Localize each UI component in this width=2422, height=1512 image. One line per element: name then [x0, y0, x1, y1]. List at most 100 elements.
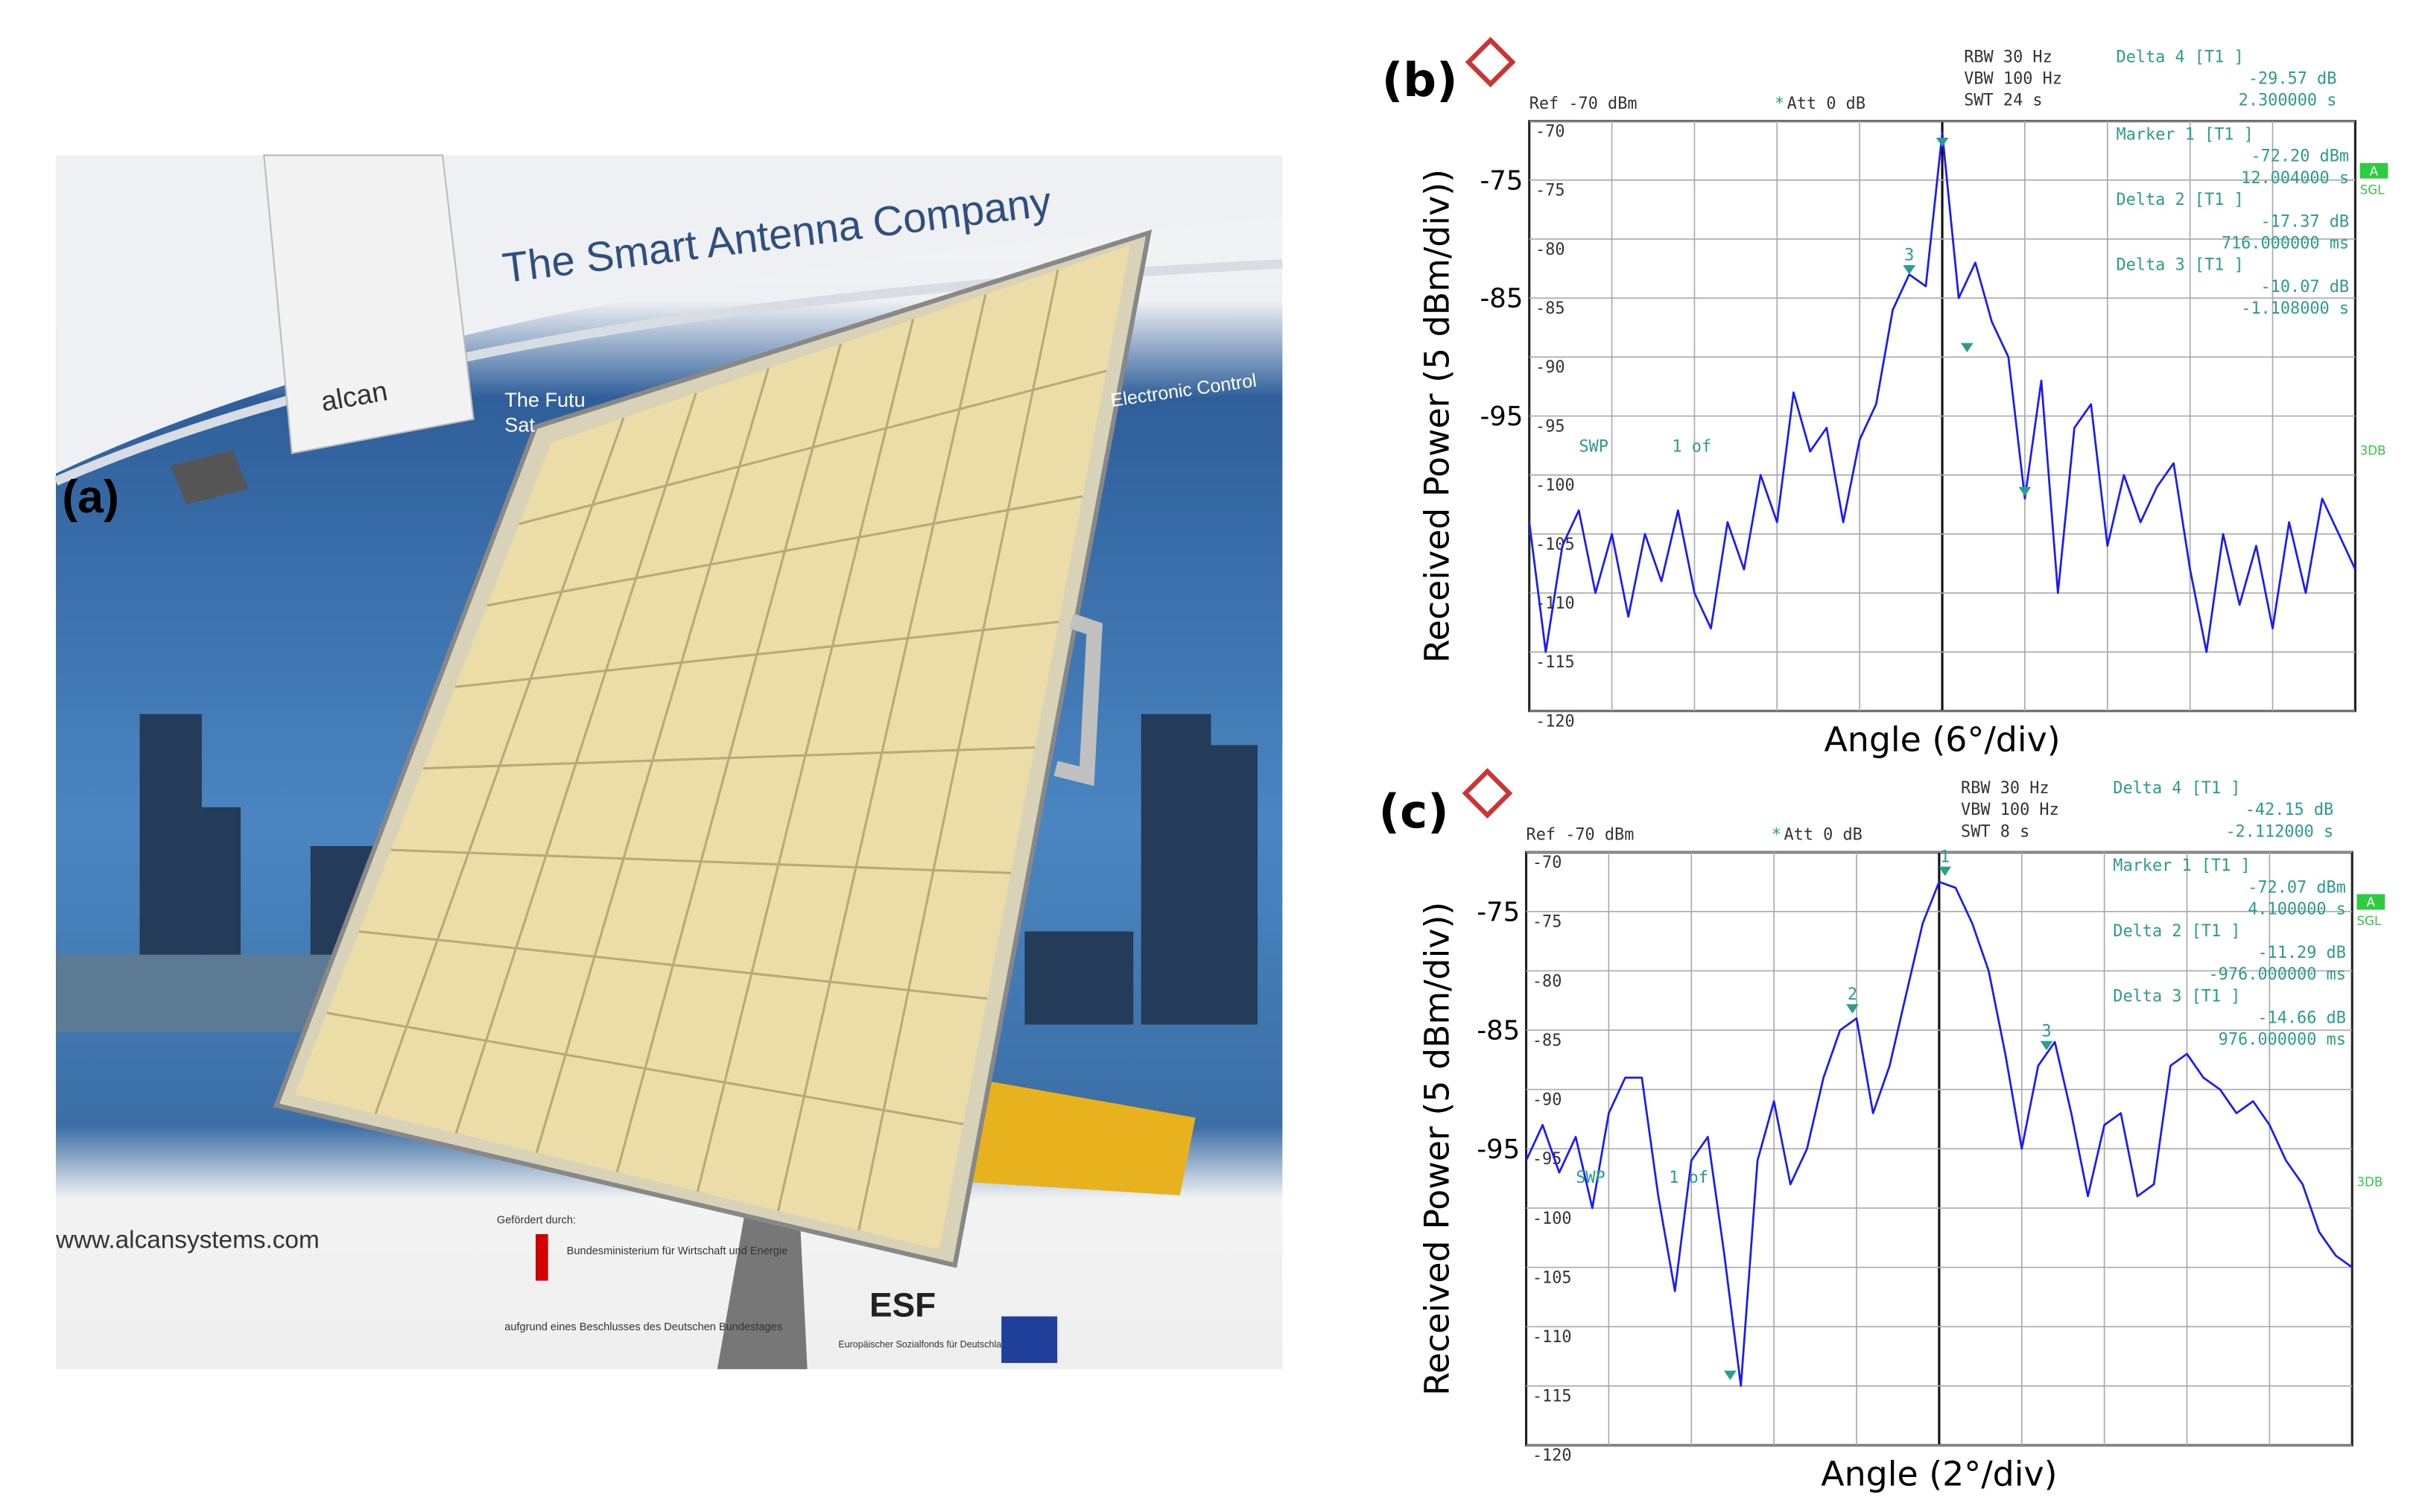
- marker: [1938, 866, 1951, 877]
- panel-surface: [294, 245, 1131, 1250]
- marker: [1724, 1370, 1737, 1380]
- logo: [1462, 768, 1513, 819]
- train: [931, 1071, 1196, 1195]
- url: www.alcansystems.com: [55, 1227, 320, 1254]
- readout: -42.15 dB: [2245, 801, 2334, 819]
- marker-label: 3: [1904, 247, 1914, 265]
- major-y-tick-label: -85: [1477, 1016, 1520, 1046]
- marker-info: Marker 1 [T1 ]: [2113, 857, 2250, 875]
- rbw: RBW 30 Hz: [1961, 779, 2049, 798]
- y-tick-label: -80: [1535, 241, 1565, 259]
- marker: [1960, 343, 1974, 353]
- tile-seam: [696, 319, 915, 1192]
- ref-level: Ref -70 dBm: [1529, 95, 1638, 113]
- resolution: aufgrund eines Beschlusses des Deutschen…: [504, 1321, 782, 1333]
- y-tick-label: -75: [1532, 913, 1562, 932]
- tile-seam: [857, 270, 1059, 1231]
- marker-info: -72.20 dBm: [2251, 147, 2349, 166]
- y-tick-label: -110: [1532, 1328, 1572, 1347]
- sat-text: Sat: [504, 413, 535, 436]
- side-badge: [2356, 894, 2385, 910]
- spectrum-chart: -70-75-80-85-90-95-100-105-110-115-120-7…: [1379, 768, 2385, 1494]
- marker-info: -10.07 dB: [2261, 278, 2350, 296]
- marker-label: 1: [1940, 848, 1950, 866]
- y-tick-label: -85: [1532, 1032, 1562, 1050]
- marker-info: -17.37 dB: [2261, 212, 2350, 231]
- readout: -29.57 dB: [2248, 70, 2337, 89]
- flag: [535, 1233, 548, 1281]
- panel-label: (b): [1382, 53, 1458, 107]
- major-y-tick-label: -85: [1480, 284, 1524, 314]
- tile-seam: [777, 294, 987, 1212]
- y-tick-label: -100: [1532, 1210, 1572, 1228]
- sweep: SWP: [1579, 437, 1608, 456]
- future-text: The Futu: [504, 388, 585, 411]
- marker-info: -72.07 dBm: [2248, 878, 2346, 897]
- ref-level: Ref -70 dBm: [1527, 826, 1635, 845]
- vbw: VBW 100 Hz: [1961, 801, 2059, 819]
- y-axis-label: Received Power (5 dBm/div)): [1416, 169, 1456, 663]
- y-tick-label: -105: [1532, 1268, 1572, 1287]
- marker-info: 716.000000 ms: [2222, 234, 2349, 252]
- panel-label: (a): [62, 471, 118, 523]
- tile-seam: [390, 848, 1011, 874]
- readout: 2.300000 s: [2239, 92, 2337, 110]
- side-badge: [2359, 162, 2388, 179]
- x-axis-label: Angle (2°/div): [1821, 1454, 2057, 1494]
- marker-info: -1.108000 s: [2241, 299, 2349, 318]
- marker: [2018, 486, 2032, 497]
- readout: Delta 4 [T1 ]: [2113, 779, 2240, 798]
- y-axis-label: Received Power (5 dBm/div)): [1416, 902, 1456, 1396]
- y-tick-label: -115: [1535, 653, 1575, 672]
- side-label: 3DB: [2360, 444, 2386, 458]
- y-tick-label: -70: [1532, 854, 1562, 872]
- panel-label: (c): [1379, 784, 1449, 839]
- marker-info: 4.100000 s: [2248, 900, 2346, 919]
- marker: [1936, 137, 1949, 147]
- y-tick-label: -100: [1535, 477, 1575, 495]
- y-tick-label: -70: [1535, 122, 1565, 141]
- y-tick-label: -90: [1532, 1091, 1562, 1110]
- asterisk: *: [1775, 95, 1784, 113]
- marker-info: Delta 2 [T1 ]: [2116, 191, 2243, 209]
- side-label: 3DB: [2356, 1175, 2383, 1189]
- y-tick-label: -105: [1535, 536, 1575, 554]
- swt: SWT 8 s: [1961, 822, 2029, 841]
- logo: [1465, 36, 1516, 88]
- marker: [2040, 1041, 2053, 1051]
- satellite: [171, 450, 249, 505]
- side-label: SGL: [2360, 183, 2385, 197]
- trace: [1525, 880, 2353, 1388]
- marker: [1903, 264, 1916, 275]
- marker-label: 3: [2041, 1022, 2051, 1041]
- major-y-tick-label: -75: [1477, 897, 1520, 927]
- antenna-panel: [273, 229, 1153, 1268]
- marker-info: Delta 3 [T1 ]: [2116, 256, 2243, 275]
- readout: Delta 4 [T1 ]: [2116, 48, 2243, 66]
- antenna-product: [263, 154, 475, 454]
- marker-label: 2: [1848, 985, 1857, 1004]
- photo: (a) The Smart Antenna Company alcan The …: [54, 154, 1283, 1370]
- marker-info: Marker 1 [T1 ]: [2116, 126, 2253, 144]
- marker: [1846, 1004, 1859, 1014]
- swt: SWT 24 s: [1964, 92, 2042, 110]
- charts: -70 -75 -80 -85 -90 -95 -100 -105 -110 -115 -120 -7…: [1379, 36, 2388, 1494]
- handle: [1053, 613, 1103, 787]
- y-tick-label: -95: [1535, 417, 1565, 436]
- marker-info: -976.000000 ms: [2209, 965, 2346, 984]
- y-tick-label: -115: [1532, 1388, 1572, 1406]
- tile-seam: [358, 930, 988, 1000]
- major-y-tick-label: -95: [1477, 1134, 1520, 1165]
- side-label: SGL: [2356, 914, 2381, 928]
- stand: [717, 1210, 808, 1370]
- spectrum-chart: -70-75-80-85-90-95-100-105-110-115-120-7…: [1382, 36, 2388, 760]
- tile-seam: [326, 1011, 964, 1125]
- y-tick-label: -120: [1532, 1446, 1572, 1465]
- marker-info: 12.004000 s: [2241, 169, 2349, 188]
- eu-flag: [1001, 1316, 1058, 1363]
- y-tick-label: -90: [1535, 358, 1565, 377]
- attenuation: Att 0 dB: [1784, 826, 1862, 845]
- esf-logo: ESF: [869, 1286, 936, 1324]
- y-tick-label: -75: [1535, 182, 1565, 200]
- esf-name: Europäischer Sozialfonds für Deutschland: [838, 1339, 1012, 1350]
